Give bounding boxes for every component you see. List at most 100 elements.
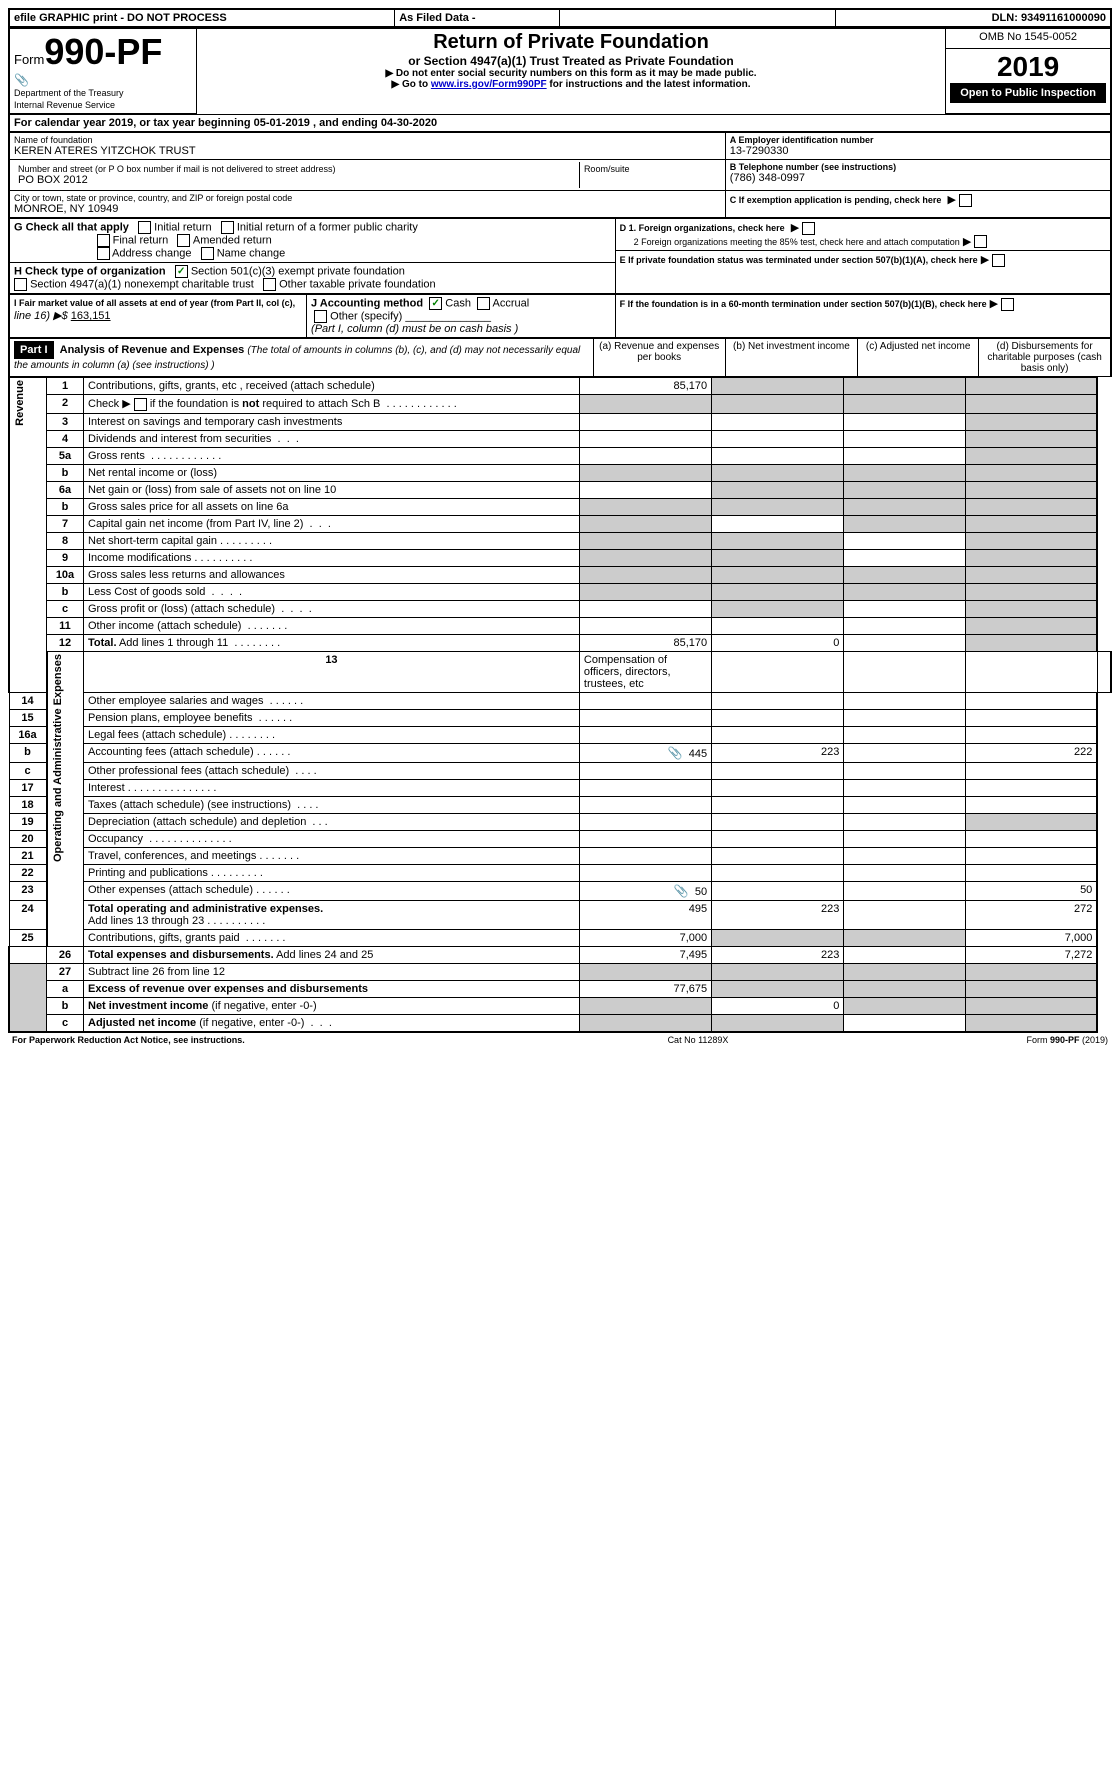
footer-right: Form 990-PF (2019)	[836, 1033, 1112, 1047]
r12-b-val: 0	[712, 634, 844, 651]
side-opex: Operating and Administrative Expenses	[52, 654, 64, 862]
h-4947: Section 4947(a)(1) nonexempt charitable …	[30, 278, 254, 290]
addr-label: Number and street (or P O box number if …	[18, 164, 575, 174]
c-label: C If exemption application is pending, c…	[730, 195, 942, 205]
g-initial-former: Initial return of a former public charit…	[237, 221, 418, 233]
g-addr-change-cb[interactable]	[97, 247, 110, 260]
i-value: 163,151	[71, 310, 111, 322]
phone: (786) 348-0997	[730, 172, 1106, 184]
footer-mid: Cat No 11289X	[560, 1033, 836, 1047]
r22-text: Printing and publications	[88, 867, 208, 879]
foundation-name: KEREN ATERES YITZCHOK TRUST	[14, 145, 721, 157]
efile-mid: As Filed Data -	[395, 9, 560, 27]
r10c: Gross profit or (loss) (attach schedule)…	[84, 600, 580, 617]
r5a-text: Gross rents	[88, 450, 145, 462]
r16b-a-val: 445	[689, 748, 707, 760]
r16c: Other professional fees (attach schedule…	[84, 762, 580, 779]
r17-text: Interest	[88, 782, 125, 794]
addr: PO BOX 2012	[18, 174, 575, 186]
r23-a-val: 50	[695, 886, 707, 898]
r25: Contributions, gifts, grants paid . . . …	[84, 929, 580, 946]
col-c: (c) Adjusted net income	[858, 339, 979, 377]
r27c-b: Adjusted net income	[88, 1017, 196, 1029]
room-label: Room/suite	[584, 164, 717, 174]
irs-link[interactable]: www.irs.gov/Form990PF	[431, 79, 547, 90]
r24-b: Total operating and administrative expen…	[88, 903, 323, 915]
r11-text: Other income (attach schedule)	[88, 620, 241, 632]
r26-d: 7,272	[965, 946, 1097, 963]
g-name-change-cb[interactable]	[201, 247, 214, 260]
r19-text: Depreciation (attach schedule) and deple…	[88, 816, 306, 828]
h-4947-cb[interactable]	[14, 278, 27, 291]
r7-text: Capital gain net income (from Part IV, l…	[88, 518, 303, 530]
j-accrual: Accrual	[493, 297, 530, 309]
j-other-cb[interactable]	[314, 310, 327, 323]
d1-cb[interactable]	[802, 222, 815, 235]
g-initial-cb[interactable]	[138, 221, 151, 234]
j-other: Other (specify)	[330, 310, 402, 322]
c-checkbox[interactable]	[959, 194, 972, 207]
r27b-b: Net investment income	[88, 1000, 208, 1012]
r20: Occupancy . . . . . . . . . . . . . .	[84, 830, 580, 847]
h-other: Other taxable private foundation	[279, 278, 436, 290]
r2-end: required to attach Sch B	[259, 398, 380, 410]
r3: Interest on savings and temporary cash i…	[84, 413, 580, 430]
r23-text: Other expenses (attach schedule)	[88, 884, 253, 896]
r8-text: Net short-term capital gain	[88, 535, 217, 547]
e-cb[interactable]	[992, 254, 1005, 267]
h-501-cb[interactable]	[175, 265, 188, 278]
r16c-text: Other professional fees (attach schedule…	[88, 765, 289, 777]
r12-a: 85,170	[579, 634, 711, 651]
part1-header: Part I Analysis of Revenue and Expenses …	[8, 338, 1112, 377]
dept: Department of the Treasury	[14, 88, 124, 98]
r2-cb[interactable]	[134, 398, 147, 411]
cal-end: 04-30-2020	[381, 117, 437, 129]
part1-label: Part I	[14, 341, 54, 359]
r26: Total expenses and disbursements. Add li…	[84, 946, 580, 963]
open-public: Open to Public Inspection	[950, 83, 1106, 103]
r5a: Gross rents . . . . . . . . . . . .	[84, 447, 580, 464]
r26-post: Add lines 24 and 25	[274, 949, 374, 961]
g-final-cb[interactable]	[97, 234, 110, 247]
r12: Total. Add lines 1 through 11 . . . . . …	[84, 634, 580, 651]
r14: Other employee salaries and wages . . . …	[84, 692, 580, 709]
header-block: Form990-PF 📎 Department of the Treasury …	[8, 28, 1112, 114]
r10c-text: Gross profit or (loss) (attach schedule)	[88, 603, 275, 615]
j-cash: Cash	[445, 297, 471, 309]
r24-d: 272	[965, 900, 1097, 929]
g-initial-former-cb[interactable]	[221, 221, 234, 234]
g-amended-cb[interactable]	[177, 234, 190, 247]
footer: For Paperwork Reduction Act Notice, see …	[8, 1033, 1112, 1047]
form-number: 990-PF	[44, 31, 162, 72]
d2-cb[interactable]	[974, 235, 987, 248]
r24-b-val: 223	[712, 900, 844, 929]
omb: OMB No 1545-0052	[946, 29, 1111, 49]
dln-value: 93491161000090	[1021, 12, 1106, 24]
j-accrual-cb[interactable]	[477, 297, 490, 310]
r15: Pension plans, employee benefits . . . .…	[84, 709, 580, 726]
instr2-post: for instructions and the latest informat…	[547, 79, 751, 90]
irs: Internal Revenue Service	[14, 100, 115, 110]
r12-b: Total.	[88, 637, 117, 649]
r25-text: Contributions, gifts, grants paid	[88, 932, 240, 944]
side-revenue: Revenue	[14, 380, 26, 426]
r16b: Accounting fees (attach schedule) . . . …	[84, 743, 580, 762]
g-label: G Check all that apply	[14, 221, 129, 233]
j-label: J Accounting method	[311, 297, 423, 309]
r24: Total operating and administrative expen…	[84, 900, 580, 929]
j-cash-cb[interactable]	[429, 297, 442, 310]
r17: Interest . . . . . . . . . . . . . . .	[84, 779, 580, 796]
h-label: H Check type of organization	[14, 265, 166, 277]
cal-mid: , and ending	[313, 117, 381, 129]
r2-post: if the foundation is	[147, 398, 242, 410]
r16a: Legal fees (attach schedule) . . . . . .…	[84, 726, 580, 743]
cal-begin: 05-01-2019	[254, 117, 310, 129]
r2-pre: Check ▶	[88, 398, 134, 410]
r13: Compensation of officers, directors, tru…	[579, 651, 711, 692]
dln-label: DLN:	[992, 12, 1018, 24]
f-cb[interactable]	[1001, 298, 1014, 311]
r14-text: Other employee salaries and wages	[88, 695, 263, 707]
r16b-d: 222	[965, 743, 1097, 762]
footer-right-pre: Form	[1026, 1035, 1050, 1045]
h-other-cb[interactable]	[263, 278, 276, 291]
